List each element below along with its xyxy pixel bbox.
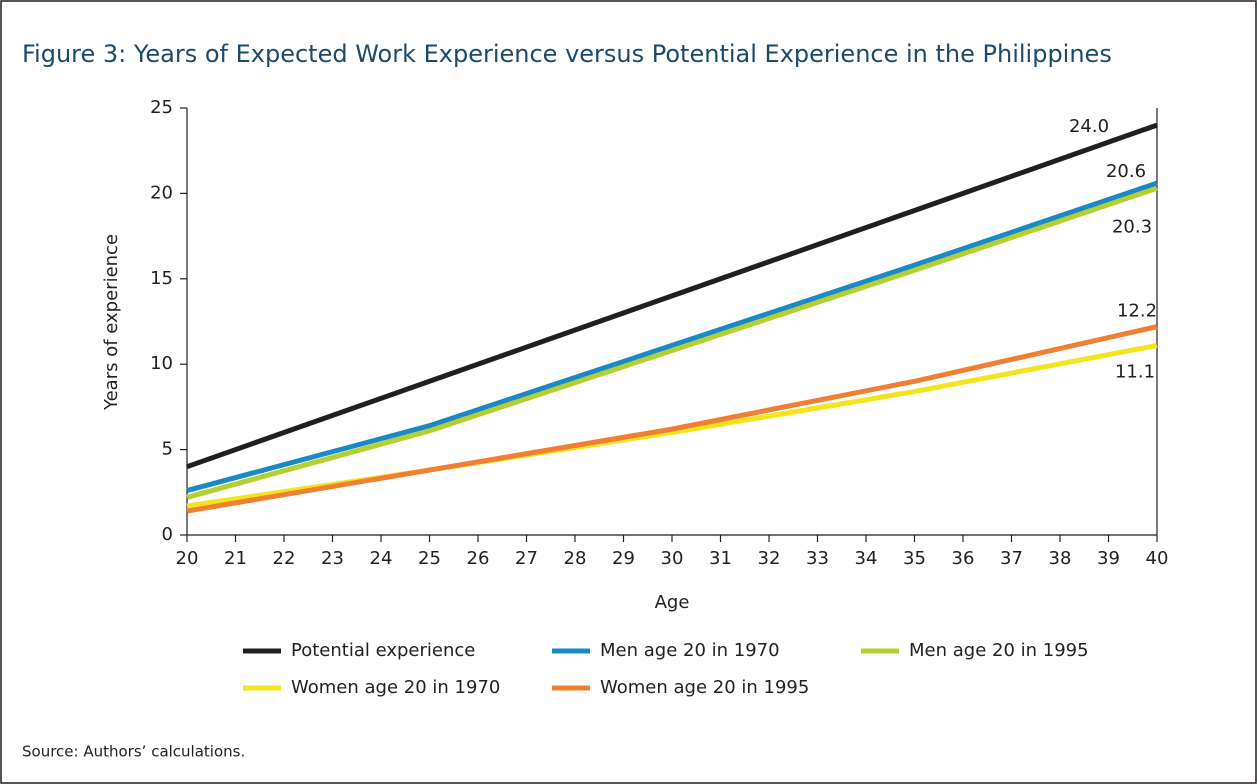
x-tick-label: 25 — [418, 548, 441, 569]
chart-title: Figure 3: Years of Expected Work Experie… — [22, 40, 1112, 68]
data-label: 20.6 — [1106, 161, 1146, 182]
source: Source: Authors’ calculations. — [22, 743, 245, 761]
series-line — [186, 185, 1158, 500]
series-line — [186, 180, 1158, 494]
series-line — [186, 342, 1158, 509]
x-axis-label: Age — [655, 592, 690, 613]
x-tick-label: 37 — [1000, 548, 1023, 569]
y-tick-label: 10 — [150, 353, 173, 374]
y-tick-label: 15 — [150, 268, 173, 289]
legend-label: Women age 20 in 1970 — [291, 677, 500, 698]
x-tick-label: 28 — [564, 548, 587, 569]
x-tick-label: 24 — [370, 548, 393, 569]
data-label: 12.2 — [1117, 301, 1157, 322]
data-label: 20.3 — [1112, 216, 1152, 237]
data-label: 11.1 — [1115, 361, 1155, 382]
legend-label: Women age 20 in 1995 — [600, 677, 809, 698]
y-axis-label: Years of experience — [101, 234, 122, 411]
y-tick-label: 25 — [150, 97, 173, 118]
series-line — [186, 122, 1158, 470]
x-tick-label: 39 — [1097, 548, 1120, 569]
x-tick-label: 29 — [612, 548, 635, 569]
series-line — [186, 324, 1158, 514]
x-tick-label: 40 — [1146, 548, 1169, 569]
x-tick-label: 27 — [515, 548, 538, 569]
x-tick-label: 21 — [224, 548, 247, 569]
legend-label: Men age 20 in 1970 — [600, 640, 780, 661]
legend-label: Potential experience — [291, 640, 475, 661]
x-tick-label: 26 — [467, 548, 490, 569]
x-tick-label: 35 — [903, 548, 926, 569]
legend-label: Men age 20 in 1995 — [909, 640, 1089, 661]
x-tick-label: 36 — [952, 548, 975, 569]
y-tick-label: 5 — [162, 439, 173, 460]
x-tick-label: 23 — [321, 548, 344, 569]
x-tick-label: 20 — [176, 548, 199, 569]
y-tick-label: 0 — [162, 524, 173, 545]
x-tick-label: 22 — [273, 548, 296, 569]
x-tick-label: 38 — [1049, 548, 1072, 569]
x-tick-label: 31 — [709, 548, 732, 569]
y-tick-label: 20 — [150, 182, 173, 203]
x-tick-label: 34 — [855, 548, 878, 569]
x-tick-label: 32 — [758, 548, 781, 569]
x-tick-label: 30 — [661, 548, 684, 569]
x-tick-label: 33 — [806, 548, 829, 569]
data-label: 24.0 — [1069, 116, 1109, 137]
